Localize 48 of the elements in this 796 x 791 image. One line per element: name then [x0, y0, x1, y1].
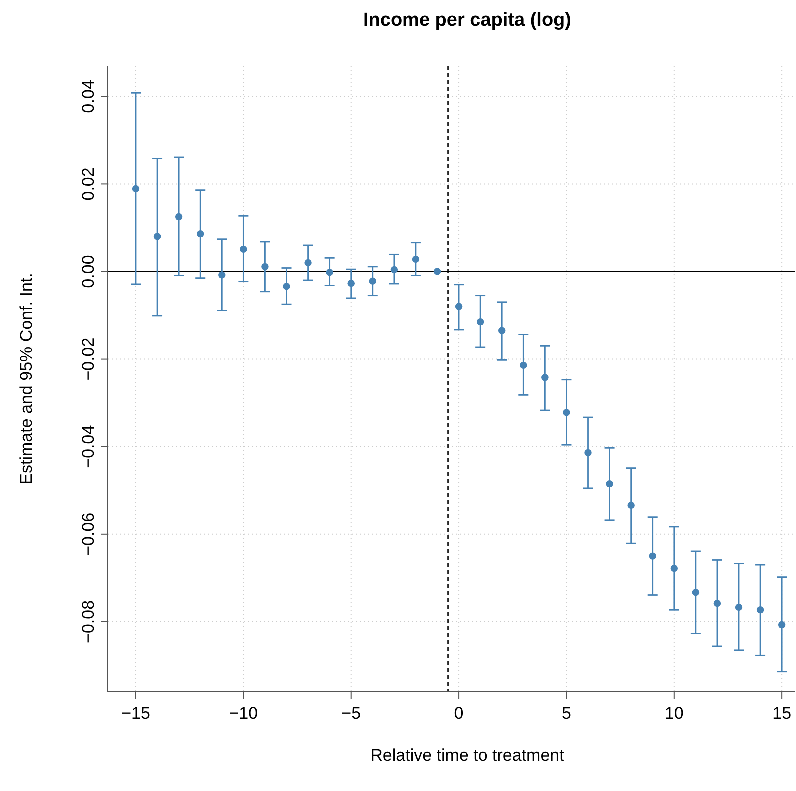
y-tick-label: 0.02: [79, 168, 98, 201]
x-axis-title: Relative time to treatment: [370, 746, 565, 765]
point: [606, 480, 614, 488]
point: [670, 564, 678, 572]
point: [542, 374, 549, 382]
point: [283, 283, 290, 290]
y-axis-title: Estimate and 95% Conf. Int.: [17, 273, 36, 485]
point: [778, 621, 786, 629]
point: [455, 303, 463, 310]
point: [476, 318, 484, 326]
y-tick-label: −0.02: [79, 338, 98, 381]
x-tick-label: −10: [229, 704, 258, 723]
point: [326, 269, 334, 276]
x-tick-label: 0: [454, 704, 464, 723]
point: [692, 589, 700, 596]
point: [262, 263, 269, 271]
x-tick-label: 10: [664, 704, 684, 723]
point: [412, 256, 420, 264]
point: [218, 272, 226, 279]
point: [584, 449, 592, 457]
point: [628, 502, 635, 510]
point: [240, 246, 248, 254]
point: [369, 278, 376, 285]
point: [434, 268, 442, 276]
point: [175, 213, 183, 221]
point: [520, 362, 528, 370]
point: [756, 606, 764, 614]
chart-title: Income per capita (log): [364, 10, 572, 31]
point: [563, 409, 570, 416]
x-tick-label: 5: [562, 704, 572, 723]
y-tick-label: −0.04: [79, 425, 98, 468]
point: [304, 259, 312, 267]
point: [649, 552, 656, 560]
point: [735, 604, 743, 612]
y-tick-label: 0.00: [79, 255, 98, 288]
x-tick-label: 15: [772, 704, 792, 723]
point: [348, 280, 355, 288]
point: [197, 230, 204, 238]
x-tick-label: −5: [342, 704, 362, 723]
point: [132, 185, 140, 193]
point: [154, 233, 162, 240]
point: [390, 266, 398, 274]
x-tick-label: −15: [122, 704, 150, 723]
point: [714, 600, 722, 608]
y-tick-label: 0.04: [79, 80, 98, 114]
y-tick-label: −0.08: [79, 600, 98, 644]
point: [498, 327, 506, 334]
y-tick-label: −0.06: [79, 512, 98, 556]
